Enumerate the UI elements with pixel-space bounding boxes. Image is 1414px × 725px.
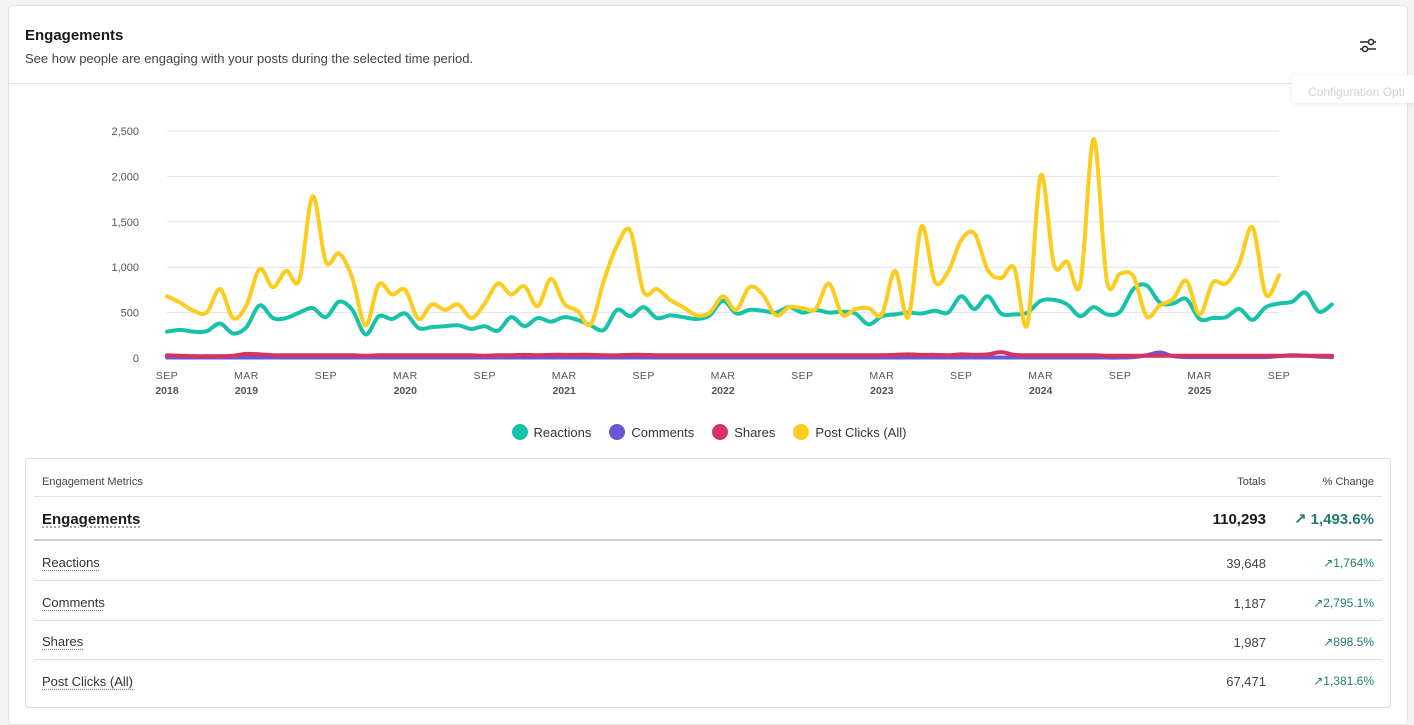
x-tick-month: SEP	[1109, 370, 1132, 382]
legend-label-post-clicks: Post Clicks (All)	[815, 425, 906, 440]
metric-reactions-change: ↗1,764%	[1323, 556, 1374, 570]
x-tick-month: SEP	[1268, 370, 1291, 382]
y-tick-label: 1,500	[111, 217, 139, 229]
metric-post-clicks-link[interactable]: Post Clicks (All)	[42, 674, 133, 689]
metric-engagements-total: 110,293	[1213, 511, 1266, 528]
sliders-icon	[1354, 32, 1382, 60]
x-tick-month: MAR	[1187, 370, 1212, 382]
x-tick-month: MAR	[711, 370, 736, 382]
legend-dot-post-clicks	[793, 424, 809, 440]
legend-dot-comments	[609, 424, 625, 440]
legend-dot-shares	[712, 424, 728, 440]
header-totals: Totals	[1237, 476, 1266, 488]
chart-legend: Reactions Comments Shares Post Clicks (A…	[9, 420, 1409, 444]
y-tick-label: 2,500	[111, 126, 139, 138]
x-tick-year: 2025	[1188, 385, 1212, 397]
engagements-card: Engagements See how people are engaging …	[8, 5, 1408, 725]
legend-item-shares[interactable]: Shares	[712, 424, 775, 440]
table-row-shares: Shares 1,987 ↗898.5%	[34, 621, 1382, 660]
metric-comments-change: ↗2,795.1%	[1313, 596, 1374, 610]
x-tick-month: SEP	[950, 370, 973, 382]
header-engagement-metrics: Engagement Metrics	[42, 476, 143, 488]
metric-post-clicks-change: ↗1,381.6%	[1313, 674, 1374, 688]
legend-label-reactions: Reactions	[534, 425, 592, 440]
metric-reactions-total: 39,648	[1226, 556, 1266, 571]
x-tick-year: 2018	[155, 385, 179, 397]
metric-shares-link[interactable]: Shares	[42, 634, 83, 649]
x-tick-month: SEP	[791, 370, 814, 382]
x-tick-month: MAR	[393, 370, 418, 382]
x-tick-year: 2024	[1029, 385, 1053, 397]
page-title: Engagements	[25, 27, 123, 44]
metric-comments-total: 1,187	[1233, 596, 1266, 611]
x-tick-year: 2020	[394, 385, 418, 397]
engagement-metrics-table: Engagement Metrics Totals % Change Engag…	[25, 458, 1391, 708]
configuration-options-button[interactable]	[1354, 32, 1382, 60]
x-tick-year: 2021	[552, 385, 576, 397]
legend-item-comments[interactable]: Comments	[609, 424, 694, 440]
metric-post-clicks-total: 67,471	[1226, 674, 1266, 689]
x-tick-month: MAR	[552, 370, 577, 382]
metric-reactions-link[interactable]: Reactions	[42, 555, 100, 570]
legend-dot-reactions	[512, 424, 528, 440]
metric-engagements-change: ↗ 1,493.6%	[1294, 510, 1374, 528]
table-row-comments: Comments 1,187 ↗2,795.1%	[34, 581, 1382, 621]
table-row-reactions: Reactions 39,648 ↗1,764%	[34, 541, 1382, 581]
header-percent-change: % Change	[1323, 476, 1374, 488]
x-tick-month: SEP	[632, 370, 655, 382]
x-tick-year: 2019	[235, 385, 259, 397]
metric-shares-total: 1,987	[1233, 635, 1266, 650]
x-tick-month: MAR	[1028, 370, 1053, 382]
card-header: Engagements See how people are engaging …	[9, 6, 1409, 84]
page-subtitle: See how people are engaging with your po…	[25, 51, 473, 66]
table-row-post-clicks: Post Clicks (All) 67,471 ↗1,381.6%	[34, 660, 1382, 700]
metric-shares-change: ↗898.5%	[1323, 635, 1374, 649]
y-tick-label: 2,000	[111, 171, 139, 183]
x-tick-month: MAR	[869, 370, 894, 382]
table-row-engagements: Engagements 110,293 ↗ 1,493.6%	[34, 497, 1382, 541]
x-tick-month: MAR	[234, 370, 259, 382]
table-header-row: Engagement Metrics Totals % Change	[34, 459, 1382, 497]
metric-engagements-link[interactable]: Engagements	[42, 511, 140, 528]
series-post-clicks-line[interactable]	[167, 139, 1279, 327]
x-tick-month: SEP	[473, 370, 496, 382]
legend-label-shares: Shares	[734, 425, 775, 440]
y-tick-label: 1,000	[111, 262, 139, 274]
metric-comments-link[interactable]: Comments	[42, 595, 105, 610]
x-tick-year: 2022	[711, 385, 735, 397]
legend-item-post-clicks[interactable]: Post Clicks (All)	[793, 424, 906, 440]
x-tick-month: SEP	[315, 370, 338, 382]
legend-item-reactions[interactable]: Reactions	[512, 424, 592, 440]
y-tick-label: 500	[121, 308, 139, 320]
x-tick-month: SEP	[156, 370, 179, 382]
legend-label-comments: Comments	[631, 425, 694, 440]
y-tick-label: 0	[133, 353, 139, 365]
engagements-line-chart: 2,500 2,000 1,500 1,000 500 0 SEP 2018 MAR 2019 SE…	[9, 96, 1409, 426]
x-tick-year: 2023	[870, 385, 894, 397]
